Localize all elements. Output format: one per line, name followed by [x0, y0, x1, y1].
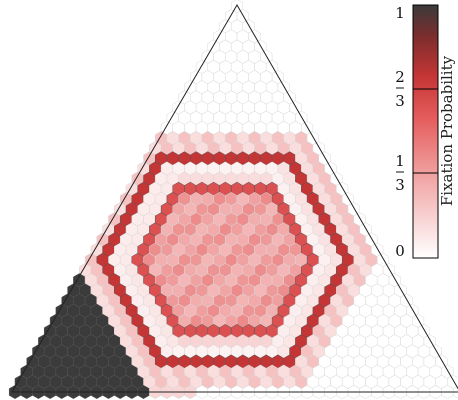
hex-cells	[9, 0, 458, 399]
colorbar-title: Fixation Probability	[438, 55, 456, 206]
colorbar-tick-label-0: 0	[395, 242, 405, 260]
colorbar-tick-label-2-3-numerator: 2	[395, 68, 405, 86]
colorbar-tick-label-1-3-numerator: 1	[395, 152, 405, 170]
colorbar-tick-label-1: 1	[395, 4, 405, 22]
colorbar-tick-label-1-3-denominator: 3	[395, 176, 405, 194]
colorbar-tick-label-2-3-denominator: 3	[395, 92, 405, 110]
colorbar: 1 2 3 1 3 0 Fixation Probability	[395, 4, 456, 260]
colorbar-gradient	[413, 5, 438, 258]
